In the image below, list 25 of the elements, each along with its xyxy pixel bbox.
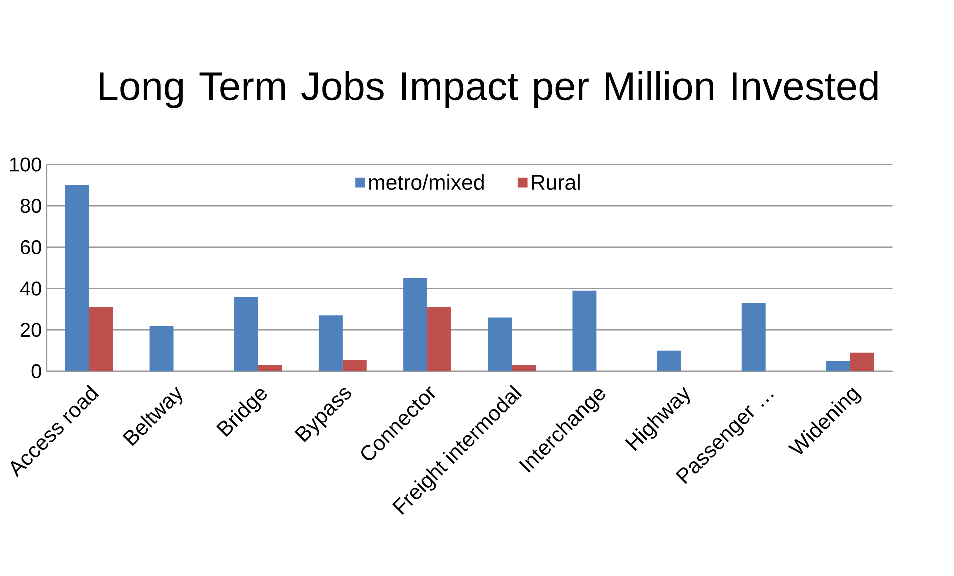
bar	[234, 296, 258, 372]
bar	[850, 352, 874, 372]
bar	[826, 361, 850, 372]
bar	[742, 303, 766, 372]
bar	[572, 290, 597, 372]
y-tick-label: 40	[20, 282, 42, 296]
bar	[258, 365, 282, 372]
chart-title: Long Term Jobs Impact per Million Invested	[100, 71, 878, 108]
y-tick-label: 20	[20, 322, 42, 338]
bar	[512, 365, 536, 372]
bar	[318, 316, 343, 372]
legend-label: Rural	[532, 174, 580, 190]
bar	[404, 278, 428, 372]
bar	[657, 350, 682, 372]
y-tick-label: 100	[10, 158, 42, 172]
bar	[150, 326, 174, 372]
bar	[65, 185, 90, 372]
bar	[488, 318, 512, 372]
y-tick-label: 80	[20, 198, 42, 214]
y-tick-label: 60	[20, 240, 42, 254]
bar	[342, 360, 367, 372]
bar	[89, 307, 114, 372]
bar	[428, 307, 452, 372]
legend-label: metro/mixed	[370, 174, 484, 190]
y-tick-label: 0	[32, 364, 42, 378]
